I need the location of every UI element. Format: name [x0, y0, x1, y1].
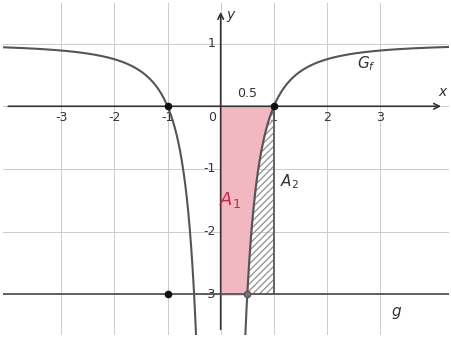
- Text: 2: 2: [322, 111, 330, 124]
- Text: -1: -1: [202, 163, 215, 175]
- Text: $A_2$: $A_2$: [280, 172, 299, 191]
- Text: x: x: [438, 85, 446, 99]
- Text: 1: 1: [207, 37, 215, 50]
- Text: -3: -3: [202, 288, 215, 301]
- Text: 0: 0: [208, 111, 216, 124]
- Text: $G_f$: $G_f$: [357, 54, 376, 73]
- Text: 0.5: 0.5: [237, 87, 257, 100]
- Text: -1: -1: [161, 111, 173, 124]
- Text: -2: -2: [202, 225, 215, 238]
- Text: 1: 1: [269, 111, 277, 124]
- Text: 3: 3: [375, 111, 383, 124]
- Text: y: y: [226, 8, 234, 22]
- Text: -2: -2: [108, 111, 120, 124]
- Text: g: g: [391, 304, 400, 319]
- Text: $A_1$: $A_1$: [219, 190, 241, 210]
- Text: -3: -3: [55, 111, 67, 124]
